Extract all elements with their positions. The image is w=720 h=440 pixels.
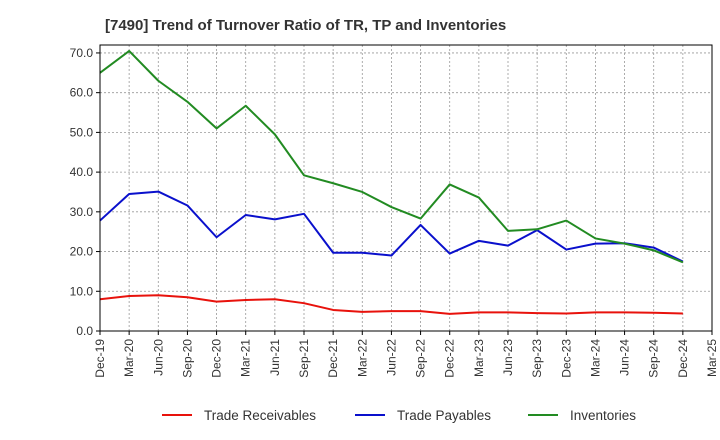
y-tick-label: 60.0 bbox=[70, 86, 94, 100]
legend-label: Trade Receivables bbox=[204, 408, 316, 423]
x-tick-label: Mar-21 bbox=[239, 339, 253, 377]
x-tick-label: Sep-23 bbox=[530, 339, 544, 378]
series-line-trade-payables bbox=[99, 190, 684, 263]
series-lines bbox=[99, 49, 684, 315]
x-tick-label: Sep-20 bbox=[180, 339, 194, 378]
x-tick-label: Jun-23 bbox=[501, 339, 515, 376]
x-tick-label: Dec-19 bbox=[93, 339, 107, 378]
x-tick-label: Dec-24 bbox=[676, 339, 690, 378]
grid bbox=[99, 45, 713, 332]
y-axis: 0.0 10.0 20.0 30.0 40.0 50.0 60.0 70.0 bbox=[70, 46, 100, 338]
x-tick-label: Jun-20 bbox=[151, 339, 165, 376]
series-line-trade-receivables bbox=[99, 294, 683, 315]
legend-label: Trade Payables bbox=[397, 408, 491, 423]
x-tick-label: Sep-22 bbox=[414, 339, 428, 378]
y-tick-label: 40.0 bbox=[70, 165, 94, 179]
plot-frame bbox=[99, 44, 713, 332]
legend-label: Inventories bbox=[570, 408, 636, 423]
x-tick-label: Dec-23 bbox=[559, 339, 573, 378]
x-tick-label: Jun-22 bbox=[384, 339, 398, 376]
x-axis: Dec-19 Mar-20 Jun-20 Sep-20 Dec-20 Mar-21 Jun-… bbox=[93, 331, 719, 378]
x-tick-label: Mar-23 bbox=[472, 339, 486, 377]
y-tick-label: 50.0 bbox=[70, 125, 94, 139]
x-tick-label: Jun-24 bbox=[618, 339, 632, 376]
x-tick-label: Dec-21 bbox=[326, 339, 340, 378]
chart-title: [7490] Trend of Turnover Ratio of TR, TP… bbox=[105, 17, 506, 34]
x-tick-label: Dec-20 bbox=[210, 339, 224, 378]
x-tick-label: Mar-24 bbox=[588, 339, 602, 377]
x-tick-label: Mar-22 bbox=[355, 339, 369, 377]
series-line-inventories bbox=[99, 49, 684, 264]
y-tick-label: 20.0 bbox=[70, 245, 94, 259]
y-tick-label: 10.0 bbox=[70, 284, 94, 298]
y-tick-label: 70.0 bbox=[70, 46, 94, 60]
x-tick-label: Sep-24 bbox=[647, 339, 661, 378]
y-tick-label: 0.0 bbox=[76, 324, 93, 338]
x-tick-label: Jun-21 bbox=[268, 339, 282, 376]
x-tick-label: Mar-25 bbox=[705, 339, 719, 377]
y-tick-label: 30.0 bbox=[70, 205, 94, 219]
x-tick-label: Sep-21 bbox=[297, 339, 311, 378]
x-tick-label: Mar-20 bbox=[122, 339, 136, 377]
x-tick-label: Dec-22 bbox=[443, 339, 457, 378]
legend: Trade Receivables Trade Payables Inventori… bbox=[162, 408, 636, 423]
